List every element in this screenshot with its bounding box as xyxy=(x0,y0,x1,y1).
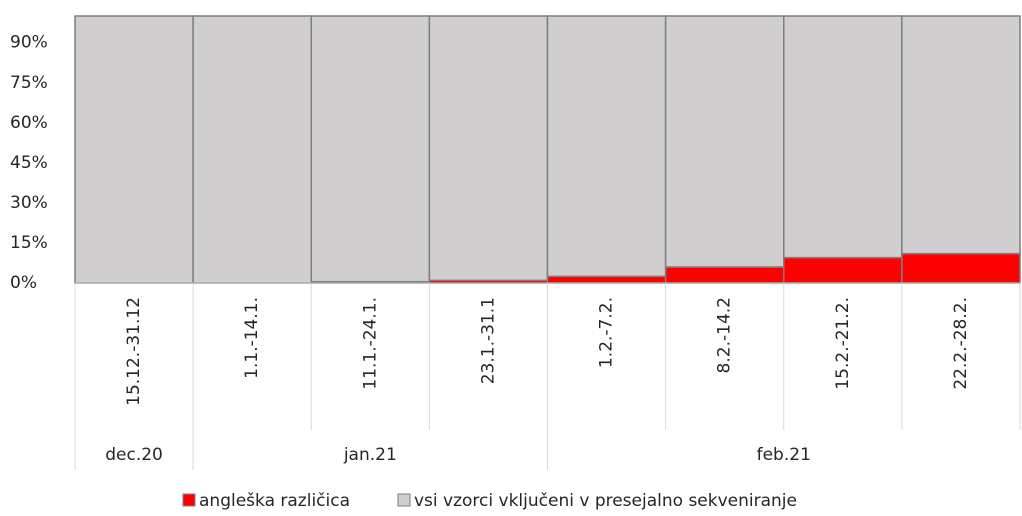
x-tick-label: 1.2.-7.2. xyxy=(597,297,617,368)
legend-label: vsi vzorci vključeni v presejalno sekven… xyxy=(414,491,797,511)
x-tick-label: 23.1.-31.1 xyxy=(478,297,498,384)
y-tick-label: 15% xyxy=(10,233,48,253)
x-tick-label: 1.1.-14.1. xyxy=(242,297,262,379)
bar-segment xyxy=(783,256,903,284)
legend-swatch xyxy=(397,493,411,507)
bar-segment xyxy=(74,15,194,284)
y-tick-label: 60% xyxy=(10,113,48,133)
bar-segment xyxy=(428,15,549,282)
bar-segment xyxy=(546,15,667,278)
bar-segment xyxy=(664,266,785,284)
y-tick-label: 30% xyxy=(10,193,48,213)
bar-segment xyxy=(901,252,1021,284)
y-tick-label: 90% xyxy=(10,33,48,53)
x-tick-label: 15.12.-31.12 xyxy=(124,297,144,406)
group-label: feb.21 xyxy=(757,445,811,465)
legend-swatch xyxy=(182,493,196,507)
bar-segment xyxy=(546,275,667,284)
x-tick-label: 11.1.-24.1. xyxy=(360,297,380,390)
x-tick-label: 8.2.-14.2 xyxy=(715,297,735,373)
bar-segment xyxy=(664,15,785,268)
bar-segment xyxy=(310,15,431,283)
legend-label: angleška različica xyxy=(199,491,350,511)
bar-segment xyxy=(192,15,312,284)
y-tick-label: 0% xyxy=(10,273,37,293)
y-tick-label: 75% xyxy=(10,73,48,93)
y-tick-label: 45% xyxy=(10,153,48,173)
bar-segment xyxy=(901,15,1021,255)
group-label: jan.21 xyxy=(343,445,397,465)
x-tick-label: 22.2.-28.2. xyxy=(951,297,971,390)
x-tick-label: 15.2.-21.2. xyxy=(833,297,853,390)
group-label: dec.20 xyxy=(105,445,163,465)
bar-segment xyxy=(783,15,903,259)
